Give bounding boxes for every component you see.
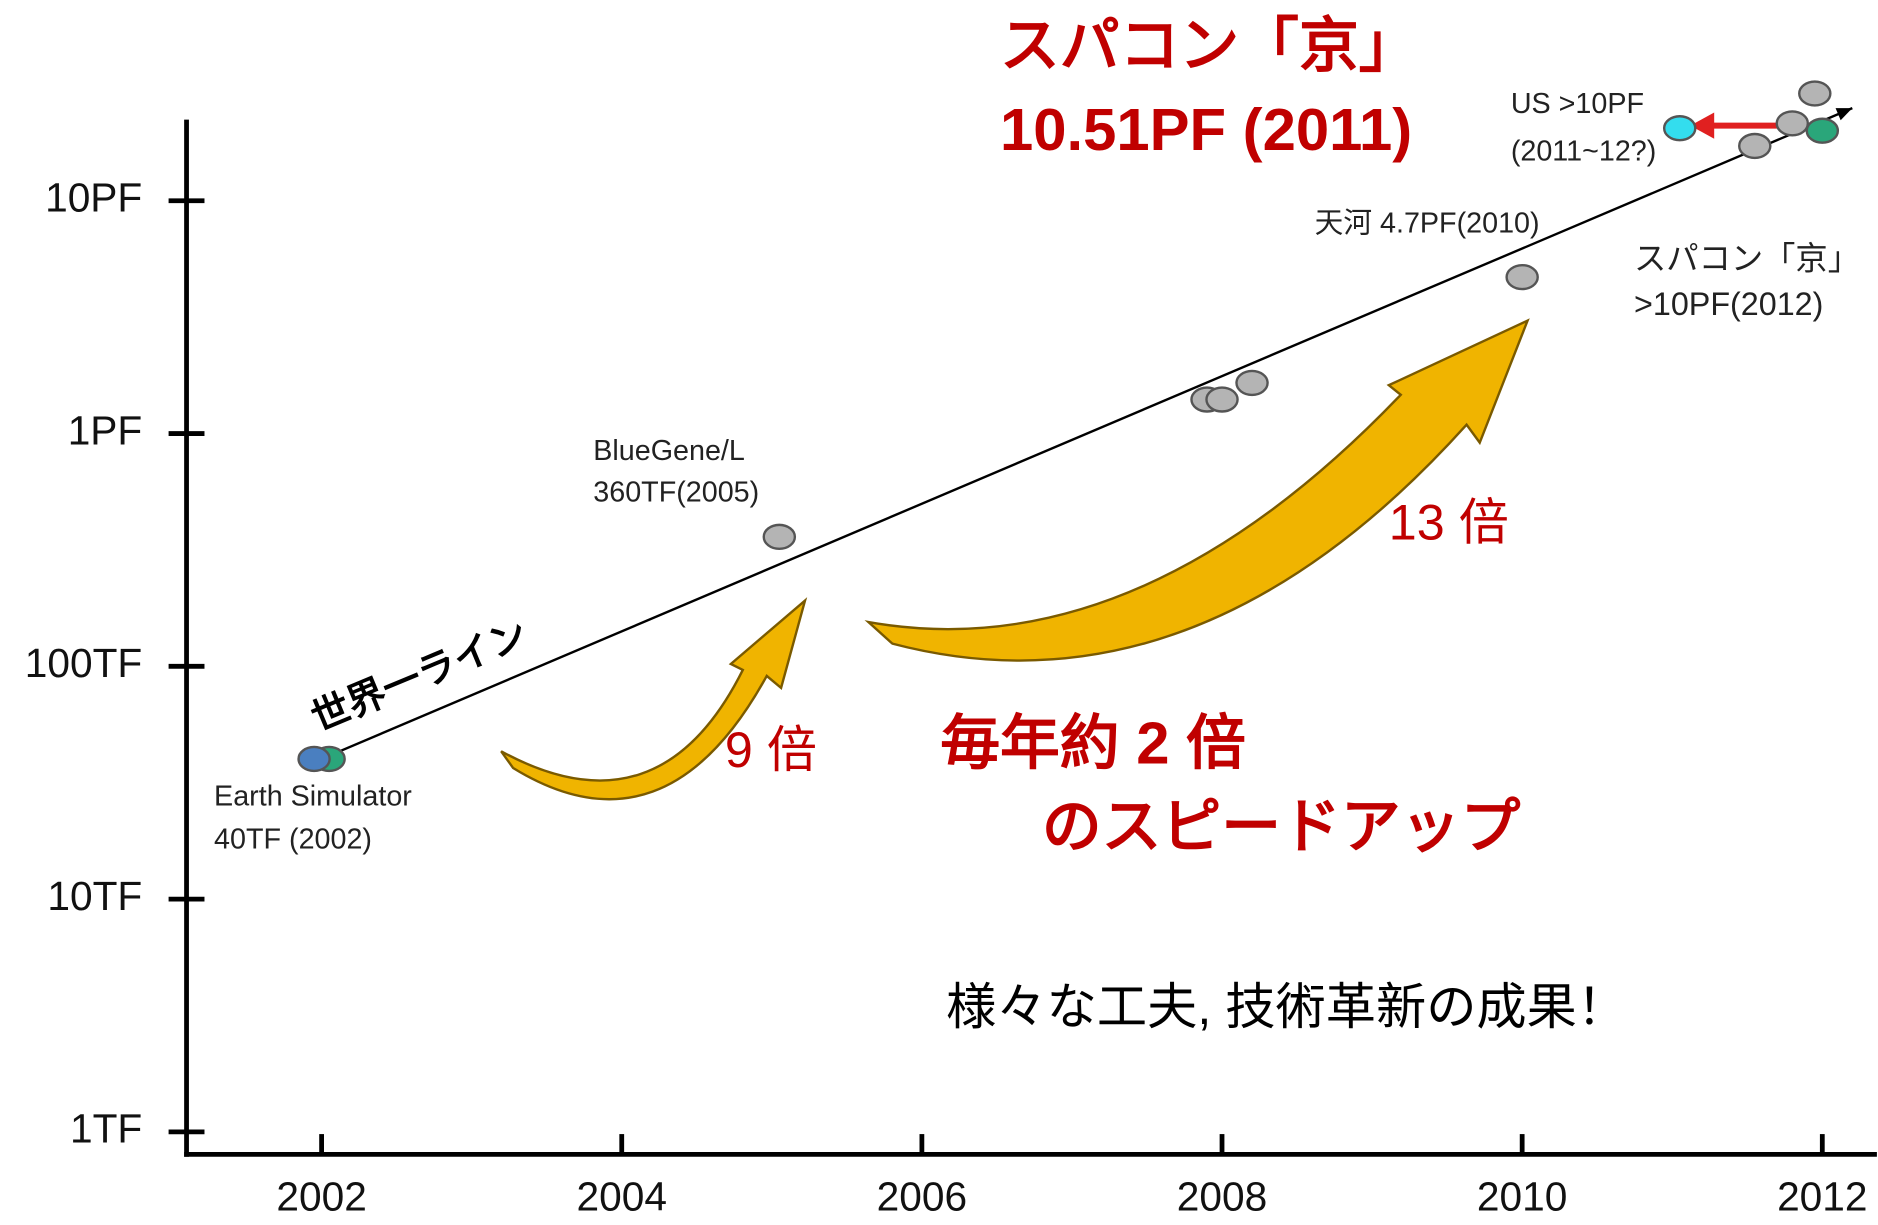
point-label: >10PF(2012) (1634, 286, 1823, 322)
point-label: 40TF (2002) (214, 824, 372, 856)
data-point (297, 745, 331, 773)
x-tick-label: 2008 (1177, 1174, 1267, 1220)
y-tick-label: 100TF (25, 640, 143, 686)
point-label: 360TF(2005) (593, 477, 759, 509)
data-point (1505, 263, 1539, 291)
annotation: 9 倍 (725, 722, 817, 778)
x-tick-label: 2002 (276, 1174, 366, 1220)
y-tick-label: 1TF (70, 1106, 142, 1152)
data-point (1662, 115, 1697, 142)
point-label: BlueGene/L (593, 435, 745, 467)
point-label: (2011~12?) (1511, 136, 1657, 168)
y-tick-label: 10TF (47, 873, 142, 919)
annotation: 毎年約 2 倍 (940, 709, 1246, 776)
curved-arrow (500, 597, 808, 801)
chart-title: スパコン「京」 (1000, 12, 1419, 79)
x-tick-label: 2006 (877, 1174, 967, 1220)
trend-label: 世界一ライン (305, 612, 534, 740)
x-tick-label: 2012 (1777, 1174, 1867, 1220)
chart-title: 10.51PF (2011) (1000, 96, 1412, 163)
annotation: 様々な工夫, 技術革新の成果！ (946, 979, 1627, 1035)
trend-arrowhead (1835, 108, 1853, 121)
point-label: Earth Simulator (214, 781, 412, 813)
point-label: 天河 4.7PF(2010) (1315, 207, 1540, 239)
annotation: のスピードアップ (1042, 793, 1521, 860)
y-tick-label: 10PF (45, 175, 142, 221)
annotation: 13 倍 (1389, 495, 1509, 551)
data-point (1738, 132, 1772, 160)
x-tick-label: 2010 (1477, 1174, 1567, 1220)
y-tick-label: 1PF (68, 407, 143, 453)
data-point (1775, 110, 1810, 137)
point-label: スパコン「京」 (1634, 240, 1860, 276)
data-point (1805, 117, 1840, 144)
trend-line (321, 107, 1853, 761)
data-point (1235, 369, 1269, 397)
curved-arrow (864, 318, 1530, 662)
x-tick-label: 2004 (577, 1174, 667, 1220)
point-label: US >10PF (1511, 88, 1644, 120)
data-point (1205, 386, 1239, 413)
data-point (1798, 80, 1832, 107)
red-arrow-head (1690, 112, 1715, 139)
data-point (762, 523, 797, 550)
